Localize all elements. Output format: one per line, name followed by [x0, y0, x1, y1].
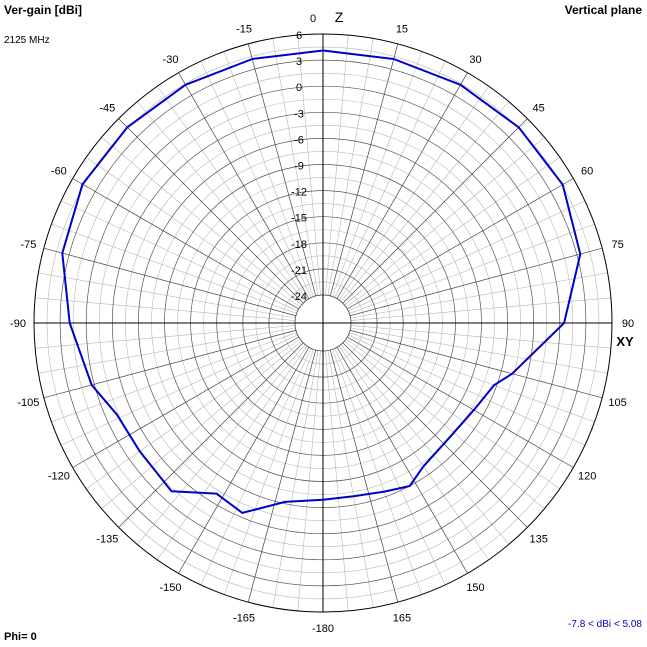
frequency-label: 2125 MHz: [4, 35, 50, 46]
angle-label: -180: [312, 623, 334, 635]
radial-tick-label: -15: [291, 213, 307, 225]
major-spoke: [347, 336, 574, 468]
radial-tick-label: -6: [294, 134, 304, 146]
major-spoke: [178, 72, 310, 299]
gain-range-label: -7.8 < dBi < 5.08: [568, 619, 642, 630]
angle-label: 45: [533, 102, 545, 114]
radial-tick-label: -21: [291, 265, 307, 277]
gain-series-line: [61, 49, 582, 514]
radial-tick-label: -18: [291, 239, 307, 251]
z-axis-label: Z: [335, 9, 344, 25]
major-spoke: [342, 342, 528, 528]
major-spoke: [118, 342, 304, 528]
major-spoke: [178, 347, 310, 574]
angle-label: 135: [529, 534, 547, 546]
polar-grid: [33, 33, 613, 613]
angle-label: -30: [163, 54, 179, 66]
angle-label: -90: [10, 318, 26, 330]
angle-label: -60: [51, 166, 67, 178]
angle-label: -75: [20, 239, 36, 251]
major-spoke: [43, 247, 297, 317]
radial-tick-label: 6: [296, 30, 302, 42]
angle-label: 150: [466, 582, 484, 594]
angle-label: 105: [608, 397, 626, 409]
angle-label: 120: [578, 471, 596, 483]
angle-label: -45: [99, 102, 115, 114]
major-spoke: [347, 178, 574, 310]
angle-label: -150: [159, 582, 181, 594]
chart-title-left: Ver-gain [dBi]: [4, 3, 83, 17]
xy-axis-label: XY: [616, 334, 634, 349]
radial-tick-label: -9: [294, 161, 304, 173]
major-spoke: [118, 118, 304, 304]
major-spoke: [336, 72, 468, 299]
major-spoke: [329, 349, 399, 603]
angle-label: 0: [310, 13, 316, 25]
major-spoke: [72, 178, 299, 310]
angle-label: -120: [48, 471, 70, 483]
major-spoke: [349, 247, 603, 317]
chart-title-right: Vertical plane: [564, 3, 642, 17]
radial-tick-label: -12: [291, 187, 307, 199]
angle-label: -165: [233, 613, 255, 625]
angle-label: 90: [622, 318, 634, 330]
angle-label: 60: [581, 166, 593, 178]
major-spoke: [336, 347, 468, 574]
major-spoke: [247, 43, 317, 297]
radial-tick-labels: 6 3 0 -3 -6 -9 -12 -15 -18 -21 -24: [291, 30, 307, 303]
angle-label: 165: [393, 613, 411, 625]
radial-tick-label: 0: [296, 82, 302, 94]
angle-labels: 0153045607590105120135150165-180-165-150…: [10, 13, 634, 635]
angle-label: -105: [17, 397, 39, 409]
angle-label: -135: [96, 534, 118, 546]
angle-label: -15: [236, 23, 252, 35]
radial-tick-label: -3: [294, 108, 304, 120]
radial-tick-label: -24: [291, 291, 307, 303]
radial-tick-label: 3: [296, 56, 302, 68]
angle-label: 15: [396, 23, 408, 35]
phi-label: Phi= 0: [4, 631, 37, 643]
major-spoke: [342, 118, 528, 304]
angle-label: 30: [469, 54, 481, 66]
major-spoke: [329, 43, 399, 297]
major-spoke: [72, 336, 299, 468]
gain-trace: [61, 49, 582, 514]
major-spoke: [43, 329, 297, 399]
major-spoke: [349, 329, 603, 399]
angle-label: 75: [611, 239, 623, 251]
axis-labels: Z XY: [335, 9, 634, 349]
major-spoke: [247, 349, 317, 603]
